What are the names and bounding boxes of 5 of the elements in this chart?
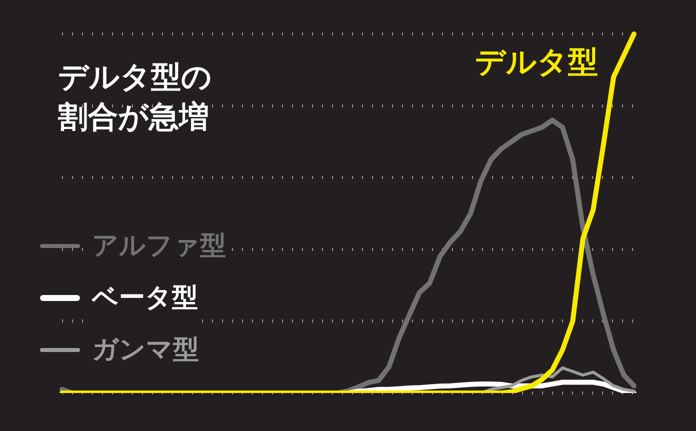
text: デルタ型の割合が急増 xyxy=(58,59,213,137)
series-label: デルタ型 xyxy=(475,45,598,80)
legend-label: ガンマ型 xyxy=(88,324,203,376)
legend-label: アルファ型 xyxy=(88,220,230,272)
legend-label: ベータ型 xyxy=(88,272,202,324)
